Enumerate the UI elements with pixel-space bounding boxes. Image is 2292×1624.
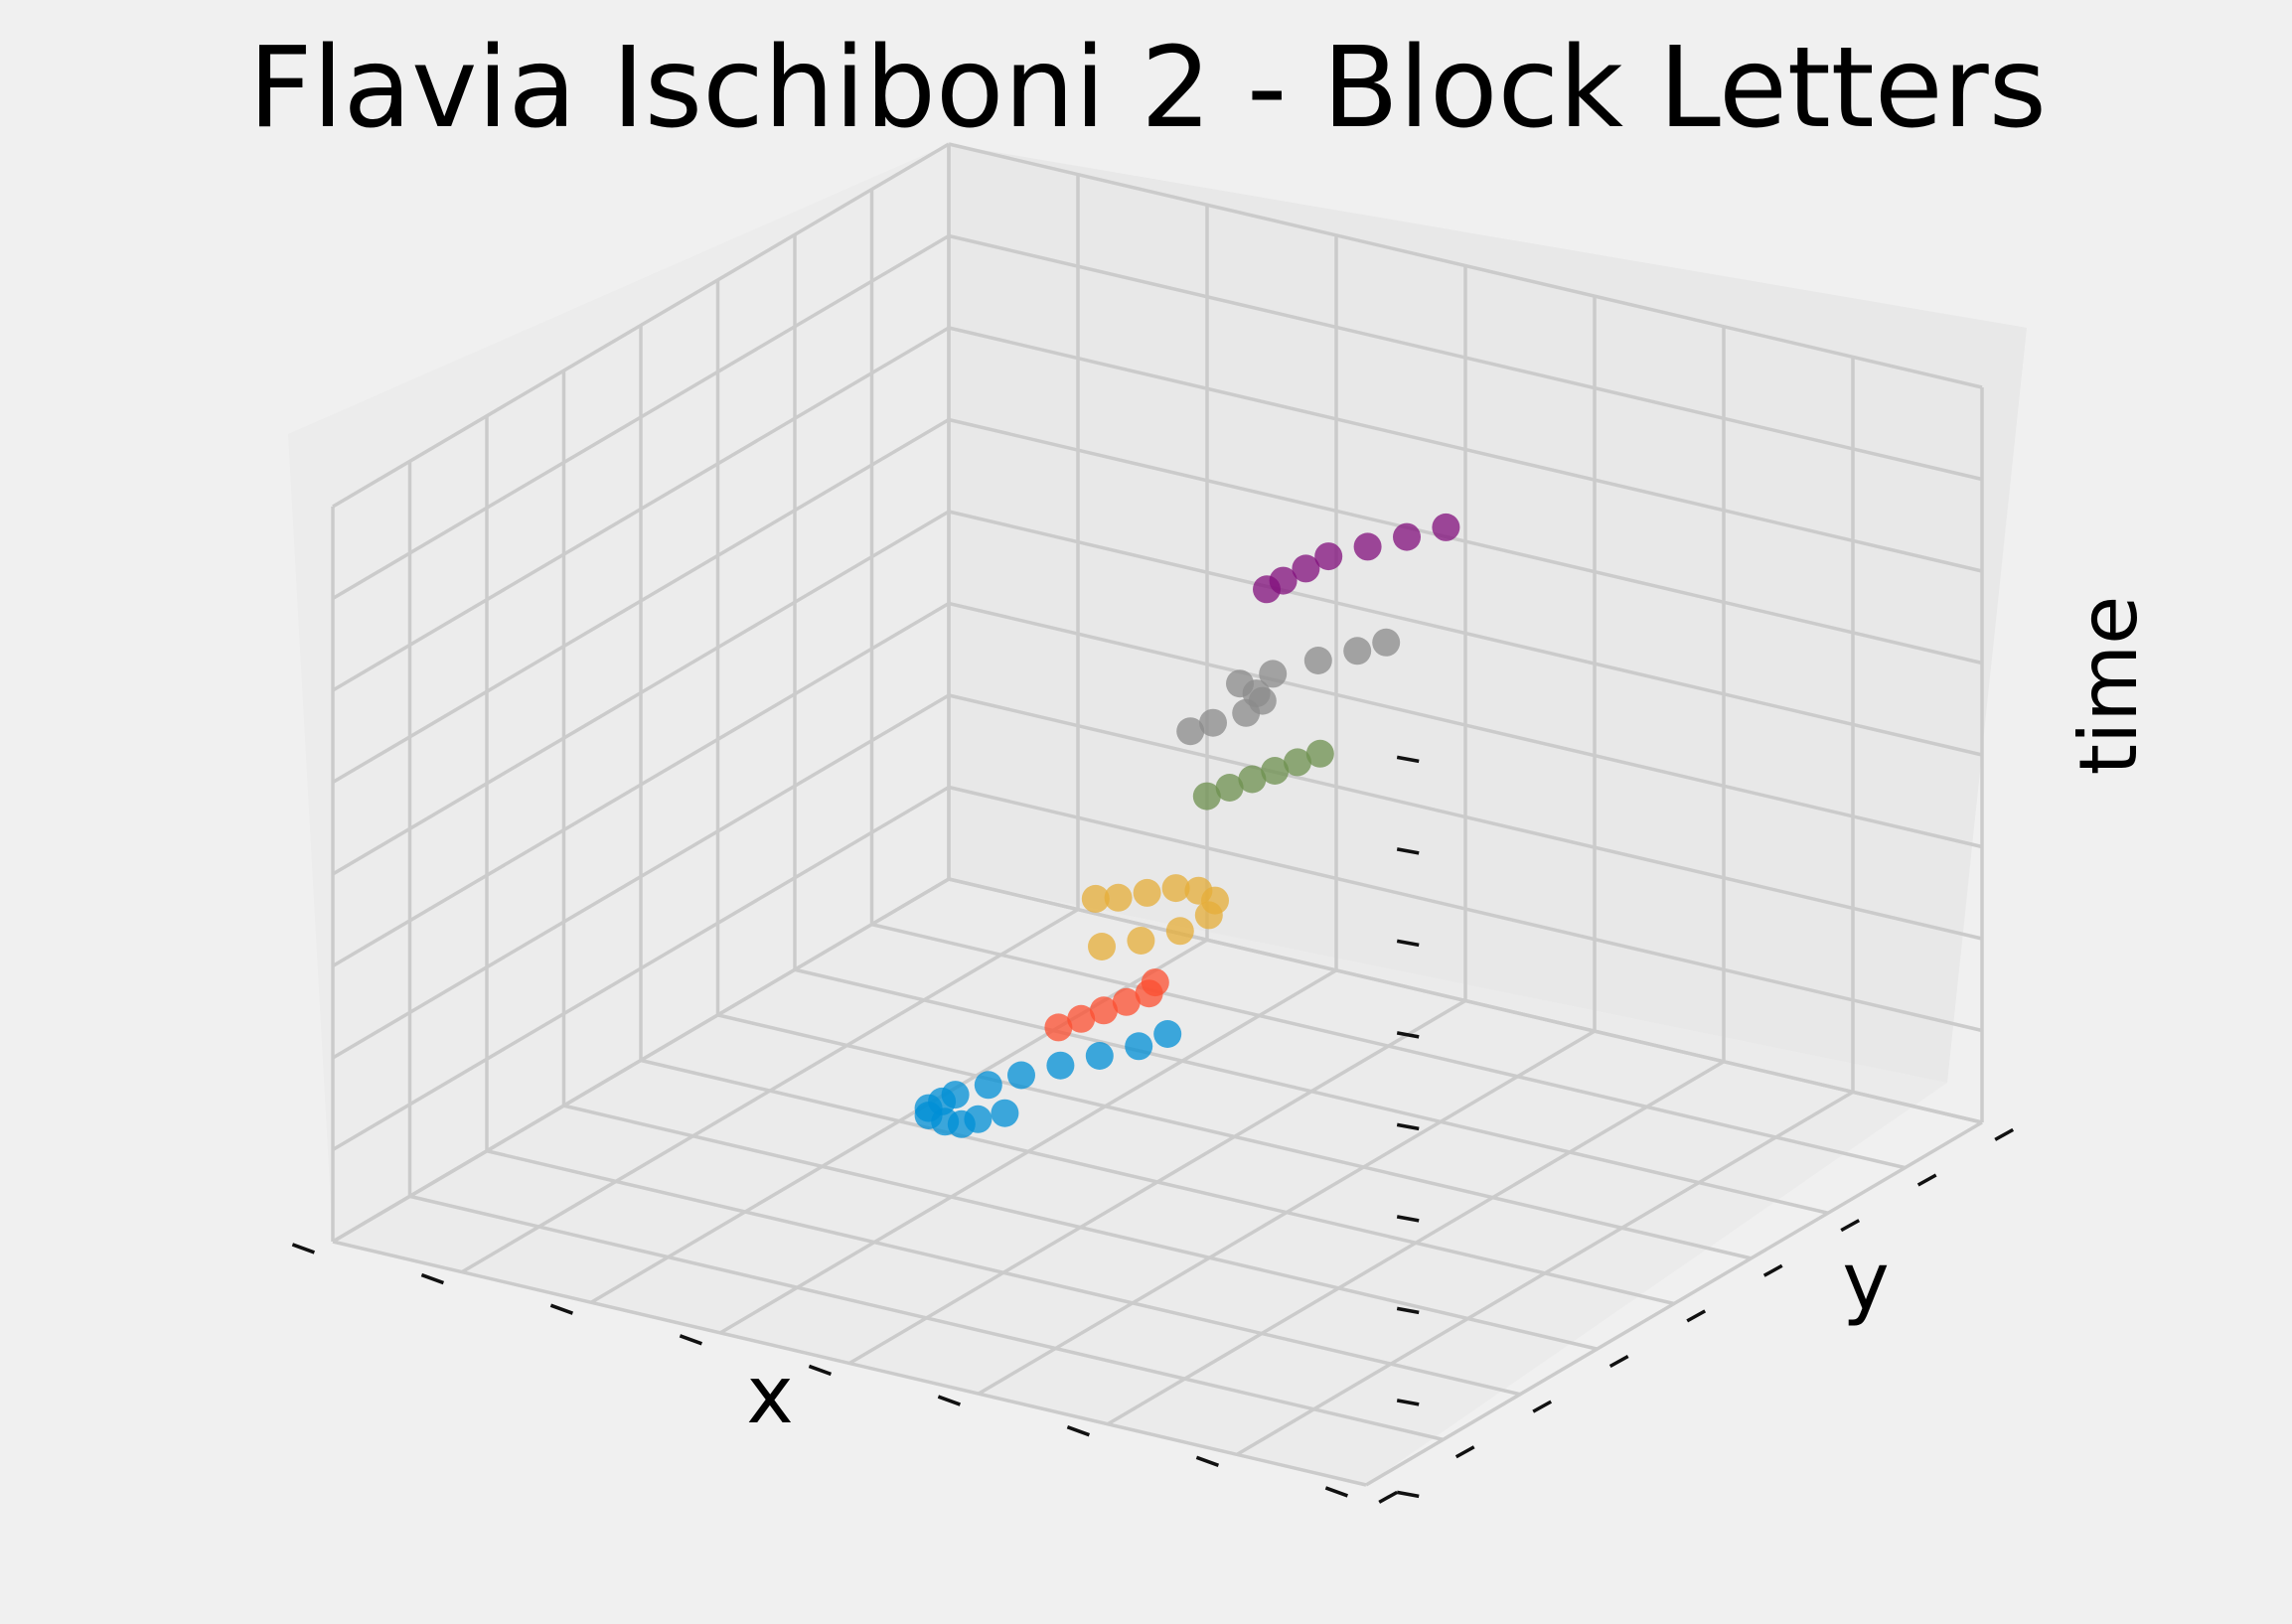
data-point-series-6 (1393, 522, 1421, 551)
data-point-series-3 (1184, 876, 1213, 905)
data-points (914, 513, 1460, 1138)
data-point-series-3 (1081, 884, 1110, 913)
axis-ticks (291, 755, 2015, 1504)
z-axis-tick (1396, 1306, 1420, 1315)
data-point-series-1 (1046, 1051, 1075, 1080)
left-pane-gridline (332, 142, 950, 509)
z-axis-tick (1396, 1122, 1420, 1131)
data-point-series-5 (1259, 660, 1288, 688)
floor-gridline (640, 1058, 1675, 1306)
x-axis-tick (1840, 1219, 1861, 1233)
data-point-series-5 (1226, 669, 1254, 698)
y-axis-tick (420, 1272, 444, 1285)
chart-title: Flavia Ischiboni 2 - Block Letters (248, 24, 2047, 153)
y-axis-tick (291, 1243, 315, 1255)
z-axis-tick (1396, 1399, 1420, 1406)
left-pane-gridline (332, 326, 950, 692)
x-axis-tick (1378, 1490, 1399, 1504)
y-axis-tick (808, 1364, 832, 1377)
x-axis-tick (1608, 1354, 1629, 1369)
y-axis-tick (549, 1303, 573, 1315)
z-axis-tick (1396, 939, 1420, 948)
back-pane-gridline (948, 233, 1983, 482)
data-point-series-6 (1314, 542, 1343, 571)
data-point-series-4 (1261, 757, 1290, 785)
data-point-series-3 (1127, 927, 1155, 955)
back-pane-gridline (948, 510, 1983, 757)
z-axis-tick (1396, 755, 1420, 764)
data-point-series-4 (1284, 748, 1311, 777)
x-axis-tick (1762, 1263, 1783, 1277)
left-pane (288, 144, 949, 1242)
y-axis-tick (1066, 1425, 1090, 1437)
z-axis-tick (1396, 1031, 1420, 1039)
data-point-series-5 (1199, 708, 1227, 737)
floor-gridline (1365, 1120, 1983, 1487)
data-point-series-5 (1372, 628, 1401, 657)
data-point-series-1 (1153, 1020, 1182, 1048)
y-axis-tick (1324, 1486, 1348, 1498)
x-axis-label: x (746, 1349, 793, 1441)
data-point-series-6 (1269, 566, 1298, 595)
x-axis-tick (1916, 1173, 1937, 1187)
data-point-series-3 (1161, 874, 1190, 903)
z-axis-tick (1396, 1490, 1420, 1499)
z-axis-tick (1396, 1215, 1420, 1223)
y-axis-label: y (1842, 1236, 1889, 1328)
x-axis-tick (1454, 1445, 1475, 1459)
z-axis-label: time (2063, 596, 2155, 776)
floor-gridline (717, 1013, 1752, 1260)
data-point-series-6 (1432, 513, 1460, 541)
back-pane-gridline (948, 417, 1983, 665)
left-pane-gridline (332, 233, 950, 601)
data-point-series-2 (1067, 1004, 1096, 1033)
back-pane-gridline (948, 326, 1983, 573)
data-point-series-6 (1353, 532, 1382, 561)
data-point-series-2 (1112, 987, 1141, 1016)
floor-gridline (978, 1029, 1596, 1396)
data-point-series-5 (1343, 637, 1372, 665)
data-point-series-2 (1090, 996, 1118, 1025)
data-point-series-5 (1176, 717, 1205, 746)
data-point-series-4 (1305, 739, 1334, 768)
data-point-series-1 (974, 1071, 1002, 1100)
data-point-series-3 (1133, 878, 1161, 907)
x-axis-tick (1686, 1309, 1707, 1323)
data-point-series-1 (991, 1099, 1019, 1127)
data-point-series-1 (1007, 1061, 1035, 1090)
floor-gridline (948, 877, 1983, 1124)
y-axis-tick (1195, 1455, 1219, 1467)
data-point-series-3 (1088, 933, 1116, 960)
data-point-series-5 (1303, 647, 1332, 674)
y-axis-tick (937, 1395, 961, 1406)
data-point-series-4 (1192, 782, 1221, 811)
data-point-series-2 (1141, 968, 1169, 997)
floor-pane (333, 879, 1947, 1485)
back-pane (949, 144, 2027, 1083)
data-point-series-6 (1292, 554, 1320, 583)
panes (288, 144, 2027, 1485)
x-axis-tick (1994, 1127, 2015, 1141)
z-axis-tick (1396, 847, 1420, 855)
x-axis-tick (1532, 1400, 1553, 1413)
data-point-series-1 (1085, 1042, 1114, 1070)
back-pane-gridline (948, 142, 1983, 389)
data-point-series-3 (1104, 883, 1133, 912)
data-point-series-4 (1215, 774, 1244, 802)
data-point-series-1 (1125, 1032, 1153, 1061)
data-point-series-4 (1238, 765, 1267, 794)
left-pane-gridline (332, 510, 950, 876)
floor-gridline (1107, 1060, 1725, 1426)
left-pane-gridline (332, 417, 950, 785)
floor-gridline (1236, 1090, 1854, 1456)
floor-gridline (871, 922, 1906, 1170)
y-axis-tick (679, 1334, 702, 1346)
data-point-series-1 (941, 1081, 970, 1109)
floor-gridline (794, 967, 1829, 1215)
data-point-series-3 (1165, 917, 1194, 946)
data-point-series-2 (1044, 1013, 1073, 1042)
gridlines (331, 142, 1984, 1487)
